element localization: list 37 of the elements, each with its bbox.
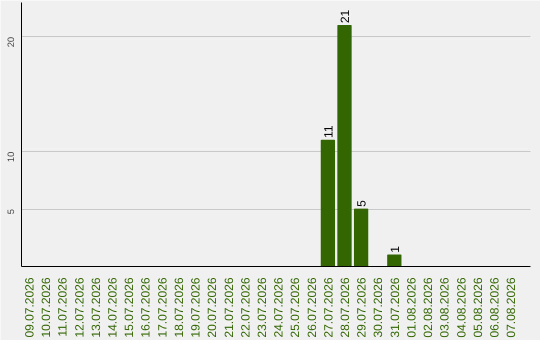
x-tick-label: 17.07.2026: [155, 277, 170, 338]
x-tick-label: 16.07.2026: [138, 277, 153, 338]
x-tick-label: 14.07.2026: [106, 277, 120, 338]
x-tick-label: 30.07.2026: [371, 277, 386, 338]
x-tick-label: 11.07.2026: [56, 277, 70, 337]
x-tick-label: 27.07.2026: [321, 277, 336, 338]
y-tick-label: 10: [6, 152, 16, 162]
x-tick-label: 19.07.2026: [188, 277, 203, 338]
x-tick-label: 05.08.2026: [470, 277, 485, 338]
data-label: 1: [388, 246, 402, 253]
x-tick-label: 22.07.2026: [238, 277, 252, 338]
x-tick-label: 12.07.2026: [72, 277, 86, 338]
x-tick-label: 01.08.2026: [404, 277, 418, 338]
x-tick-label: 28.07.2026: [338, 277, 352, 338]
y-tick-label: 5: [6, 209, 16, 214]
x-tick-label: 21.07.2026: [222, 277, 236, 338]
x-tick-label: 03.08.2026: [438, 277, 452, 338]
x-tick-label: 18.07.2026: [172, 277, 186, 338]
x-tick-label: 09.07.2026: [22, 277, 36, 338]
x-tick-label: 23.07.2026: [254, 277, 269, 338]
data-label: 21: [338, 9, 352, 24]
x-tick-label: 07.08.2026: [504, 277, 518, 338]
x-tick-label: 06.08.2026: [487, 277, 502, 338]
x-tick-label: 04.08.2026: [454, 277, 468, 338]
x-tick-label: 24.07.2026: [272, 277, 286, 338]
y-tick-label: 20: [6, 36, 16, 48]
x-tick-label: 20.07.2026: [205, 277, 220, 338]
x-tick-label: 26.07.2026: [304, 277, 319, 338]
x-tick-label: 13.07.2026: [88, 277, 103, 338]
data-label: 11: [321, 125, 336, 138]
x-tick-label: 25.07.2026: [288, 277, 302, 338]
x-tick-label: 31.07.2026: [388, 277, 402, 338]
x-tick-label: 02.08.2026: [421, 277, 436, 338]
x-tick-label: 15.07.2026: [122, 277, 136, 338]
x-tick-label: 29.07.2026: [354, 277, 369, 338]
data-label: 5: [354, 200, 369, 207]
x-tick-label: 10.07.2026: [39, 277, 54, 338]
